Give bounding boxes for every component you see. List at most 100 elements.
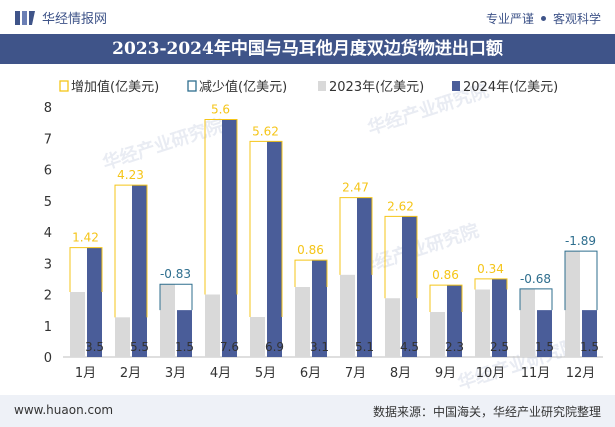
legend-swatch-decrease — [187, 80, 197, 92]
x-tick-label: 1月 — [75, 366, 96, 381]
bar-2024 — [222, 119, 237, 357]
tagline: 专业严谨 客观科学 — [486, 10, 601, 27]
value-label-2024: 1.5 — [175, 340, 194, 354]
y-tick-label: 4 — [44, 226, 52, 241]
logo-text: 华经情报网 — [42, 12, 108, 27]
increase-bracket — [294, 259, 328, 287]
change-label: 0.86 — [432, 268, 459, 282]
bar-2023 — [430, 312, 445, 357]
bar-2023 — [340, 274, 355, 357]
change-label: 5.6 — [211, 103, 230, 117]
top-bar: 华经情报网 专业严谨 客观科学 — [0, 0, 615, 34]
y-tick-label: 1 — [44, 320, 52, 335]
value-label-2024: 3.5 — [85, 340, 104, 354]
x-tick-label: 12月 — [566, 366, 596, 381]
value-label-2024: 2.5 — [490, 340, 509, 354]
x-tick-label: 7月 — [345, 366, 366, 381]
watermark-text: 华经产业研究院 — [100, 114, 227, 174]
change-label: 2.47 — [342, 181, 369, 195]
bar-2023 — [475, 289, 490, 357]
bar-2023 — [295, 287, 310, 357]
increase-bracket — [384, 215, 418, 299]
legend-label: 2023年(亿美元) — [329, 80, 424, 95]
bar-2024 — [492, 278, 507, 357]
bar-2024 — [447, 285, 462, 357]
value-label-2024: 5.1 — [355, 340, 374, 354]
value-label-2024: 3.1 — [310, 340, 329, 354]
decrease-bracket — [159, 283, 193, 311]
value-label-2024: 1.5 — [580, 340, 599, 354]
y-tick-label: 8 — [44, 101, 52, 116]
y-tick-label: 7 — [44, 132, 52, 147]
x-tick-label: 5月 — [255, 366, 276, 381]
value-label-2024: 4.5 — [400, 340, 419, 354]
legend-swatch-2024 — [452, 81, 460, 91]
tagline-objective: 客观科学 — [552, 12, 601, 26]
increase-bracket — [204, 119, 238, 295]
decrease-bracket — [519, 288, 553, 311]
bar-2024 — [357, 197, 372, 357]
bar-2023 — [565, 251, 580, 357]
bar-2024 — [582, 310, 597, 357]
x-tick-label: 8月 — [390, 366, 411, 381]
value-label-2024: 5.5 — [130, 340, 149, 354]
bar-2024 — [87, 247, 102, 357]
bar-2024 — [312, 260, 327, 357]
x-tick-label: 2月 — [120, 366, 141, 381]
increase-bracket — [249, 140, 283, 317]
bar-2023 — [70, 292, 85, 357]
y-tick-label: 0 — [44, 351, 52, 366]
bar-2024 — [177, 310, 192, 357]
x-tick-label: 4月 — [210, 366, 231, 381]
legend-swatch-increase — [59, 80, 69, 92]
bar-2023 — [160, 284, 175, 357]
y-tick-label: 3 — [44, 257, 52, 272]
bar-2024 — [537, 310, 552, 357]
y-tick-label: 2 — [44, 289, 52, 304]
bar-2023 — [250, 317, 265, 357]
change-label: -0.83 — [160, 267, 191, 281]
separator-dot-icon — [540, 16, 546, 21]
x-tick-label: 11月 — [521, 366, 551, 381]
change-label: 5.62 — [252, 124, 279, 138]
logo-icon — [14, 9, 36, 27]
x-tick-label: 6月 — [300, 366, 321, 381]
x-tick-label: 10月 — [476, 366, 506, 381]
bar-2023 — [385, 298, 400, 357]
watermark-text: 华经产业研究院 — [355, 219, 482, 279]
chart-title: 2023-2024年中国与马耳他月度双边货物进出口额 — [0, 34, 615, 64]
bar-2024 — [267, 141, 282, 357]
bar-2024 — [132, 185, 147, 357]
logo: 华经情报网 — [14, 8, 107, 27]
decrease-bracket — [564, 250, 598, 311]
increase-bracket — [474, 278, 508, 290]
value-label-2024: 6.9 — [265, 340, 284, 354]
value-label-2024: 7.6 — [220, 340, 239, 354]
change-label: -0.68 — [520, 272, 551, 286]
increase-bracket — [69, 247, 103, 292]
change-label: 0.86 — [297, 243, 324, 257]
x-tick-label: 9月 — [435, 366, 456, 381]
value-label-2024: 1.5 — [535, 340, 554, 354]
watermark-text: 华经产业研究院 — [455, 334, 582, 394]
change-label: -1.89 — [565, 234, 596, 248]
legend-label: 增加值(亿美元) — [71, 79, 159, 95]
value-label-2024: 2.3 — [445, 340, 464, 354]
increase-bracket — [114, 184, 148, 318]
footer-source: 数据来源：中国海关，华经产业研究院整理 — [372, 405, 601, 419]
change-label: 0.34 — [477, 262, 504, 276]
legend-swatch-2023 — [318, 81, 326, 91]
footer-url[interactable]: www.huaon.com — [14, 403, 114, 417]
y-tick-label: 5 — [44, 195, 52, 210]
tagline-professional: 专业严谨 — [485, 12, 534, 26]
bar-2023 — [115, 317, 130, 357]
bar-2023 — [205, 294, 220, 357]
change-label: 4.23 — [117, 168, 144, 182]
increase-bracket — [429, 284, 463, 312]
increase-bracket — [339, 197, 373, 275]
x-tick-label: 3月 — [165, 366, 186, 381]
bar-2024 — [402, 216, 417, 357]
bar-2023 — [520, 288, 535, 357]
change-label: 2.62 — [387, 199, 414, 213]
